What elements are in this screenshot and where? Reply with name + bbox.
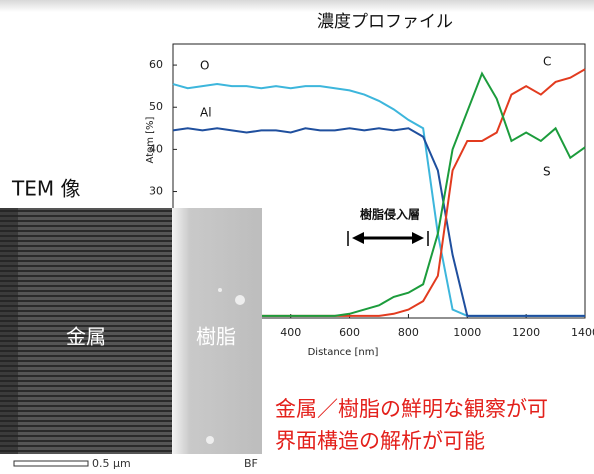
resin-label: 樹脂 <box>196 325 236 349</box>
y-axis-label: Atom [%] <box>145 116 156 163</box>
particle <box>235 295 245 305</box>
metal-label: 金属 <box>66 325 106 349</box>
x-tick-label: 1000 <box>453 326 481 339</box>
x-tick-label: 800 <box>398 326 419 339</box>
particle <box>218 288 222 292</box>
annotation-arrow <box>348 231 428 246</box>
series-label: C <box>543 55 551 69</box>
series-label: O <box>200 59 209 73</box>
page: 濃度プロファイル30405060400600800100012001400Ato… <box>0 0 594 474</box>
top-band <box>0 0 594 12</box>
caption-line: 金属／樹脂の鮮明な観察が可 <box>275 397 548 421</box>
y-tick-label: 60 <box>149 58 163 71</box>
series-label: Al <box>200 106 212 120</box>
x-tick-label: 1200 <box>512 326 540 339</box>
x-axis-label: Distance [nm] <box>308 347 379 358</box>
x-tick-label: 1400 <box>571 326 594 339</box>
x-tick-label: 600 <box>339 326 360 339</box>
scale-label: 0.5 µm <box>92 457 131 470</box>
caption-line: 界面構造の解析が可能 <box>275 429 485 453</box>
y-tick-label: 30 <box>149 185 163 198</box>
annotation: 樹脂侵入層 <box>360 207 420 222</box>
series-label: S <box>543 165 551 179</box>
scale-bar <box>14 461 88 466</box>
mode-label: BF <box>244 457 258 470</box>
particle <box>206 436 214 444</box>
x-tick-label: 400 <box>280 326 301 339</box>
chart-title: 濃度プロファイル <box>317 12 453 32</box>
y-tick-label: 50 <box>149 100 163 113</box>
metal-edge <box>0 208 18 454</box>
tem-title: TEM 像 <box>11 177 80 201</box>
